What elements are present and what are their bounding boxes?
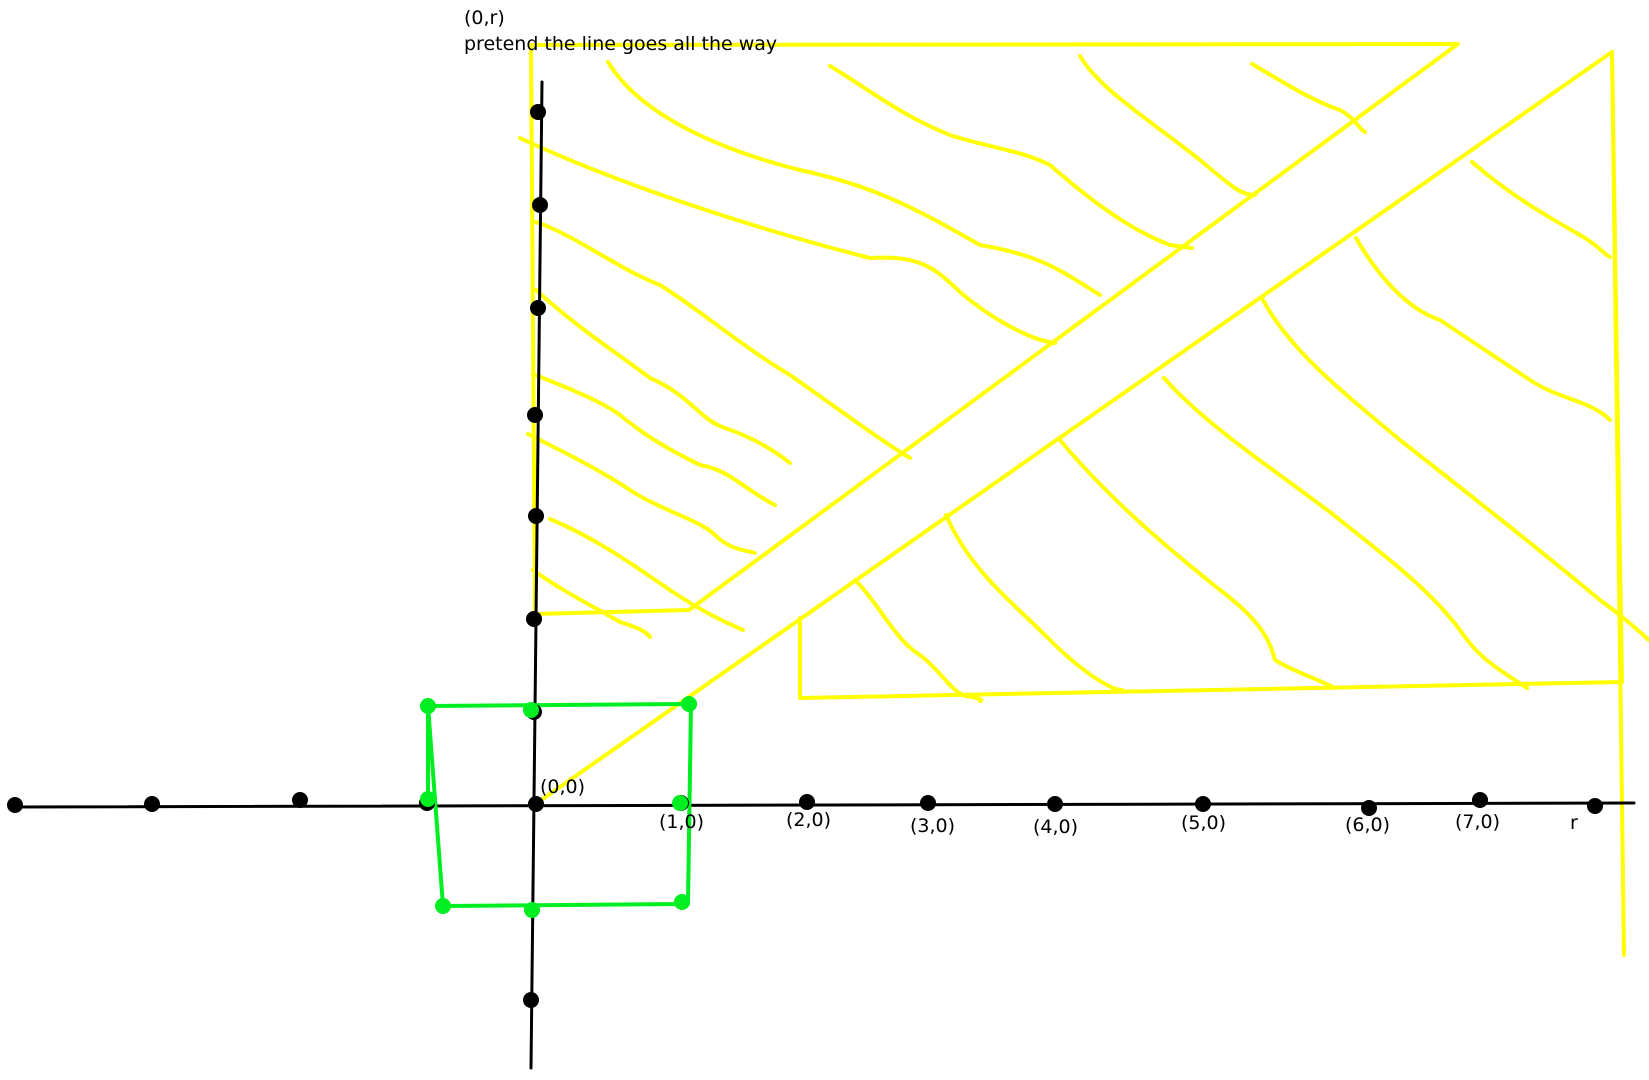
yellow-hatch xyxy=(1261,298,1649,643)
yellow-hatch xyxy=(531,372,777,507)
axis-tick-label-3: (3,0) xyxy=(910,815,955,837)
yellow-hatch xyxy=(1470,160,1612,259)
axes xyxy=(12,80,1636,1070)
axis-tick-label-2: (2,0) xyxy=(786,809,831,831)
vertical-axis-dot xyxy=(523,992,539,1008)
green-dot xyxy=(420,698,436,714)
yellow-region xyxy=(518,42,1649,957)
yellow-hatch xyxy=(534,288,792,465)
yellow-hatch xyxy=(548,517,745,632)
top-label-0-r: (0,r) xyxy=(464,7,505,29)
axis-tick-label-r: r xyxy=(1570,812,1578,834)
horizontal-axis-dot xyxy=(1047,796,1063,812)
yellow-hatch xyxy=(526,432,757,555)
axis-tick-label-4: (4,0) xyxy=(1033,816,1078,838)
axis-tick-label-6: (6,0) xyxy=(1345,814,1390,836)
green-dots xyxy=(420,696,697,918)
yellow-right-edge-extension xyxy=(1610,50,1626,957)
top-label-note: pretend the line goes all the way xyxy=(464,33,777,55)
vertical-axis-dot xyxy=(530,300,546,316)
yellow-hatch xyxy=(944,513,1124,692)
yellow-hatch xyxy=(534,220,912,460)
horizontal-axis-dot xyxy=(1472,792,1488,808)
green-dot xyxy=(420,791,436,807)
axis-tick-label-1: (1,0) xyxy=(659,811,704,833)
origin-dot xyxy=(528,796,544,812)
yellow-hatch xyxy=(606,60,1102,297)
green-dot xyxy=(523,702,539,718)
horizontal-axis-dot xyxy=(7,797,23,813)
origin-label: (0,0) xyxy=(540,776,585,798)
yellow-lower-right-region xyxy=(535,50,1624,805)
yellow-hatch xyxy=(531,568,652,639)
vertical-axis-dot xyxy=(528,508,544,524)
yellow-hatch xyxy=(1162,376,1529,690)
yellow-hatch xyxy=(853,578,984,703)
green-dot xyxy=(672,795,688,811)
horizontal-axis-dot xyxy=(1587,798,1603,814)
vertical-axis-dot xyxy=(526,611,542,627)
horizontal-axis-dot xyxy=(920,795,936,811)
yellow-hatch xyxy=(1354,236,1612,422)
yellow-hatch xyxy=(828,64,1194,250)
green-dot xyxy=(681,696,697,712)
horizontal-axis xyxy=(12,801,1636,809)
horizontal-axis-dot xyxy=(1195,796,1211,812)
yellow-upper-left-triangle xyxy=(529,42,1460,616)
horizontal-axis-dot xyxy=(1361,800,1377,816)
vertical-axis-dot xyxy=(527,407,543,423)
horizontal-axis-dot xyxy=(799,794,815,810)
vertical-axis-dot xyxy=(532,197,548,213)
axis-tick-label-5: (5,0) xyxy=(1181,812,1226,834)
horizontal-axis-dot xyxy=(292,792,308,808)
axis-tick-label-7: (7,0) xyxy=(1455,811,1500,833)
yellow-hatch xyxy=(1078,54,1257,197)
vertical-axis-dot xyxy=(530,104,546,120)
green-dot xyxy=(674,894,690,910)
horizontal-axis-dot xyxy=(144,796,160,812)
green-dot xyxy=(524,902,540,918)
yellow-hatch xyxy=(1058,438,1337,690)
green-dot xyxy=(435,898,451,914)
yellow-hatch xyxy=(1250,62,1367,134)
yellow-hatch xyxy=(518,136,1057,345)
